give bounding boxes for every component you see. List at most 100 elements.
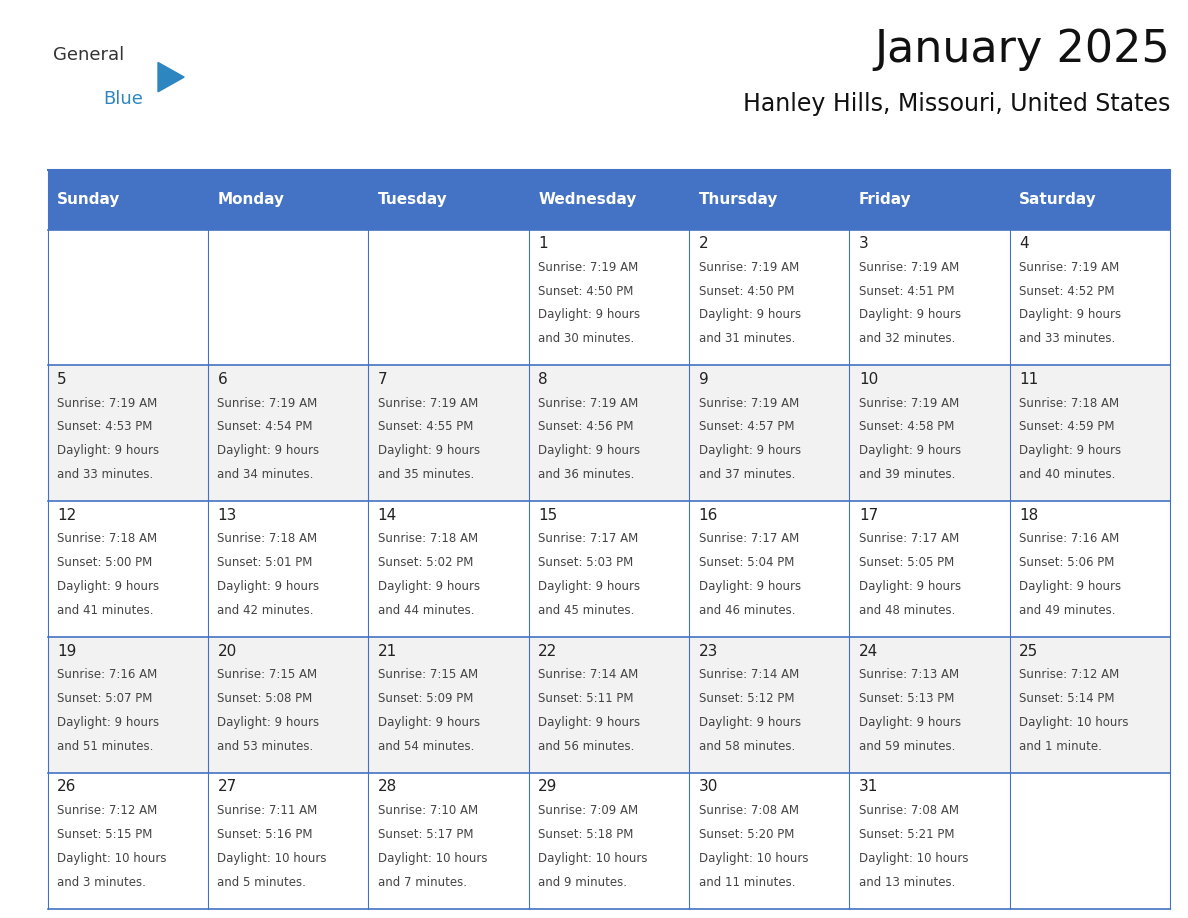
Text: Sunset: 4:50 PM: Sunset: 4:50 PM bbox=[699, 285, 794, 297]
Text: 11: 11 bbox=[1019, 372, 1038, 386]
Text: Daylight: 10 hours: Daylight: 10 hours bbox=[699, 852, 808, 865]
Text: Sunset: 5:09 PM: Sunset: 5:09 PM bbox=[378, 692, 473, 705]
Text: Daylight: 9 hours: Daylight: 9 hours bbox=[1019, 308, 1121, 321]
Text: January 2025: January 2025 bbox=[874, 28, 1170, 71]
Text: Sunrise: 7:16 AM: Sunrise: 7:16 AM bbox=[57, 668, 157, 681]
Text: 22: 22 bbox=[538, 644, 557, 658]
Text: Sunrise: 7:08 AM: Sunrise: 7:08 AM bbox=[859, 804, 959, 817]
Polygon shape bbox=[158, 62, 184, 92]
Text: Sunset: 5:07 PM: Sunset: 5:07 PM bbox=[57, 692, 152, 705]
Text: Sunset: 5:17 PM: Sunset: 5:17 PM bbox=[378, 828, 473, 841]
Text: and 1 minute.: and 1 minute. bbox=[1019, 740, 1102, 753]
Text: and 9 minutes.: and 9 minutes. bbox=[538, 876, 627, 889]
Bar bbox=[48, 230, 1170, 365]
Text: and 46 minutes.: and 46 minutes. bbox=[699, 604, 795, 617]
Text: Sunrise: 7:12 AM: Sunrise: 7:12 AM bbox=[1019, 668, 1119, 681]
Text: 7: 7 bbox=[378, 372, 387, 386]
Text: and 56 minutes.: and 56 minutes. bbox=[538, 740, 634, 753]
Text: Daylight: 9 hours: Daylight: 9 hours bbox=[859, 308, 961, 321]
Text: Sunrise: 7:15 AM: Sunrise: 7:15 AM bbox=[217, 668, 317, 681]
Text: and 33 minutes.: and 33 minutes. bbox=[57, 468, 153, 481]
Bar bbox=[48, 773, 1170, 909]
Text: 28: 28 bbox=[378, 779, 397, 794]
Text: Friday: Friday bbox=[859, 192, 911, 207]
Text: 9: 9 bbox=[699, 372, 708, 386]
Text: Daylight: 9 hours: Daylight: 9 hours bbox=[538, 308, 640, 321]
Text: 24: 24 bbox=[859, 644, 878, 658]
Text: and 37 minutes.: and 37 minutes. bbox=[699, 468, 795, 481]
Text: Sunset: 4:50 PM: Sunset: 4:50 PM bbox=[538, 285, 633, 297]
Text: and 13 minutes.: and 13 minutes. bbox=[859, 876, 955, 889]
Text: Sunrise: 7:19 AM: Sunrise: 7:19 AM bbox=[378, 397, 478, 409]
Text: Sunset: 5:06 PM: Sunset: 5:06 PM bbox=[1019, 556, 1114, 569]
Text: Daylight: 10 hours: Daylight: 10 hours bbox=[859, 852, 968, 865]
Text: Sunset: 5:04 PM: Sunset: 5:04 PM bbox=[699, 556, 794, 569]
Text: Sunrise: 7:12 AM: Sunrise: 7:12 AM bbox=[57, 804, 157, 817]
Text: Daylight: 9 hours: Daylight: 9 hours bbox=[57, 716, 159, 729]
Text: Sunrise: 7:17 AM: Sunrise: 7:17 AM bbox=[699, 532, 798, 545]
Text: and 58 minutes.: and 58 minutes. bbox=[699, 740, 795, 753]
Text: 15: 15 bbox=[538, 508, 557, 522]
Text: and 59 minutes.: and 59 minutes. bbox=[859, 740, 955, 753]
Text: 1: 1 bbox=[538, 236, 548, 251]
Text: 18: 18 bbox=[1019, 508, 1038, 522]
Text: Sunrise: 7:18 AM: Sunrise: 7:18 AM bbox=[1019, 397, 1119, 409]
Text: Sunset: 4:59 PM: Sunset: 4:59 PM bbox=[1019, 420, 1114, 433]
Text: and 45 minutes.: and 45 minutes. bbox=[538, 604, 634, 617]
Text: Daylight: 9 hours: Daylight: 9 hours bbox=[378, 716, 480, 729]
Text: 5: 5 bbox=[57, 372, 67, 386]
Text: Sunset: 5:08 PM: Sunset: 5:08 PM bbox=[217, 692, 312, 705]
Text: Daylight: 9 hours: Daylight: 9 hours bbox=[57, 580, 159, 593]
Text: Sunset: 4:55 PM: Sunset: 4:55 PM bbox=[378, 420, 473, 433]
Text: and 53 minutes.: and 53 minutes. bbox=[217, 740, 314, 753]
Text: Sunset: 4:57 PM: Sunset: 4:57 PM bbox=[699, 420, 794, 433]
Bar bbox=[48, 637, 1170, 773]
Text: and 51 minutes.: and 51 minutes. bbox=[57, 740, 153, 753]
Text: 4: 4 bbox=[1019, 236, 1029, 251]
Text: Sunrise: 7:18 AM: Sunrise: 7:18 AM bbox=[57, 532, 157, 545]
Text: Sunrise: 7:16 AM: Sunrise: 7:16 AM bbox=[1019, 532, 1119, 545]
Text: and 39 minutes.: and 39 minutes. bbox=[859, 468, 955, 481]
Text: Sunset: 4:56 PM: Sunset: 4:56 PM bbox=[538, 420, 633, 433]
Text: and 48 minutes.: and 48 minutes. bbox=[859, 604, 955, 617]
Text: Daylight: 9 hours: Daylight: 9 hours bbox=[859, 716, 961, 729]
Text: Sunset: 5:03 PM: Sunset: 5:03 PM bbox=[538, 556, 633, 569]
Text: Sunrise: 7:17 AM: Sunrise: 7:17 AM bbox=[859, 532, 959, 545]
Text: 14: 14 bbox=[378, 508, 397, 522]
Text: Sunrise: 7:18 AM: Sunrise: 7:18 AM bbox=[378, 532, 478, 545]
Text: Daylight: 9 hours: Daylight: 9 hours bbox=[699, 580, 801, 593]
Text: Sunrise: 7:19 AM: Sunrise: 7:19 AM bbox=[699, 397, 798, 409]
Text: Daylight: 9 hours: Daylight: 9 hours bbox=[1019, 580, 1121, 593]
Text: Sunrise: 7:09 AM: Sunrise: 7:09 AM bbox=[538, 804, 638, 817]
Text: 19: 19 bbox=[57, 644, 76, 658]
Text: Sunset: 5:15 PM: Sunset: 5:15 PM bbox=[57, 828, 152, 841]
Text: and 36 minutes.: and 36 minutes. bbox=[538, 468, 634, 481]
Text: Sunset: 4:52 PM: Sunset: 4:52 PM bbox=[1019, 285, 1114, 297]
Text: Sunrise: 7:14 AM: Sunrise: 7:14 AM bbox=[699, 668, 798, 681]
Text: Sunset: 4:51 PM: Sunset: 4:51 PM bbox=[859, 285, 954, 297]
Text: Sunset: 5:16 PM: Sunset: 5:16 PM bbox=[217, 828, 312, 841]
Text: Sunset: 5:05 PM: Sunset: 5:05 PM bbox=[859, 556, 954, 569]
Text: 26: 26 bbox=[57, 779, 76, 794]
Text: Daylight: 9 hours: Daylight: 9 hours bbox=[859, 580, 961, 593]
Text: Daylight: 9 hours: Daylight: 9 hours bbox=[217, 444, 320, 457]
Text: General: General bbox=[53, 46, 125, 64]
Text: and 41 minutes.: and 41 minutes. bbox=[57, 604, 153, 617]
Text: Daylight: 9 hours: Daylight: 9 hours bbox=[538, 580, 640, 593]
Text: and 32 minutes.: and 32 minutes. bbox=[859, 332, 955, 345]
Text: Sunrise: 7:13 AM: Sunrise: 7:13 AM bbox=[859, 668, 959, 681]
Text: and 30 minutes.: and 30 minutes. bbox=[538, 332, 634, 345]
Text: and 34 minutes.: and 34 minutes. bbox=[217, 468, 314, 481]
Text: and 33 minutes.: and 33 minutes. bbox=[1019, 332, 1116, 345]
Text: Sunrise: 7:19 AM: Sunrise: 7:19 AM bbox=[57, 397, 157, 409]
Text: Sunday: Sunday bbox=[57, 192, 120, 207]
Text: 25: 25 bbox=[1019, 644, 1038, 658]
Text: Sunset: 5:00 PM: Sunset: 5:00 PM bbox=[57, 556, 152, 569]
Text: Wednesday: Wednesday bbox=[538, 192, 637, 207]
Text: Sunrise: 7:19 AM: Sunrise: 7:19 AM bbox=[217, 397, 317, 409]
Text: 12: 12 bbox=[57, 508, 76, 522]
Text: Sunset: 5:02 PM: Sunset: 5:02 PM bbox=[378, 556, 473, 569]
Text: Sunset: 5:14 PM: Sunset: 5:14 PM bbox=[1019, 692, 1114, 705]
Text: Daylight: 9 hours: Daylight: 9 hours bbox=[217, 580, 320, 593]
Text: and 3 minutes.: and 3 minutes. bbox=[57, 876, 146, 889]
